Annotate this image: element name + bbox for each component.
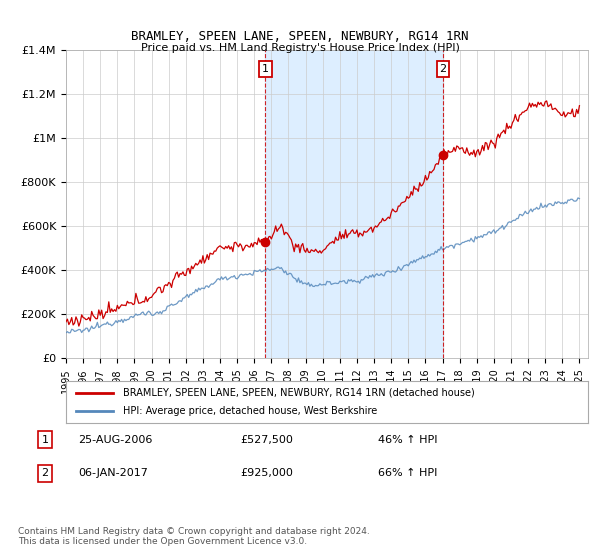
- Text: £527,500: £527,500: [240, 435, 293, 445]
- Text: Price paid vs. HM Land Registry's House Price Index (HPI): Price paid vs. HM Land Registry's House …: [140, 43, 460, 53]
- Text: 1: 1: [41, 435, 49, 445]
- Text: £925,000: £925,000: [240, 468, 293, 478]
- Text: 06-JAN-2017: 06-JAN-2017: [78, 468, 148, 478]
- Bar: [265, 50, 443, 358]
- Text: 66% ↑ HPI: 66% ↑ HPI: [378, 468, 437, 478]
- Text: HPI: Average price, detached house, West Berkshire: HPI: Average price, detached house, West…: [124, 406, 377, 416]
- Text: 2: 2: [439, 64, 446, 74]
- Text: 1: 1: [262, 64, 269, 74]
- Text: 25-AUG-2006: 25-AUG-2006: [78, 435, 152, 445]
- Text: 2: 2: [41, 468, 49, 478]
- Text: BRAMLEY, SPEEN LANE, SPEEN, NEWBURY, RG14 1RN (detached house): BRAMLEY, SPEEN LANE, SPEEN, NEWBURY, RG1…: [124, 388, 475, 398]
- Text: 46% ↑ HPI: 46% ↑ HPI: [378, 435, 437, 445]
- Text: BRAMLEY, SPEEN LANE, SPEEN, NEWBURY, RG14 1RN: BRAMLEY, SPEEN LANE, SPEEN, NEWBURY, RG1…: [131, 30, 469, 43]
- Text: Contains HM Land Registry data © Crown copyright and database right 2024.
This d: Contains HM Land Registry data © Crown c…: [18, 526, 370, 546]
